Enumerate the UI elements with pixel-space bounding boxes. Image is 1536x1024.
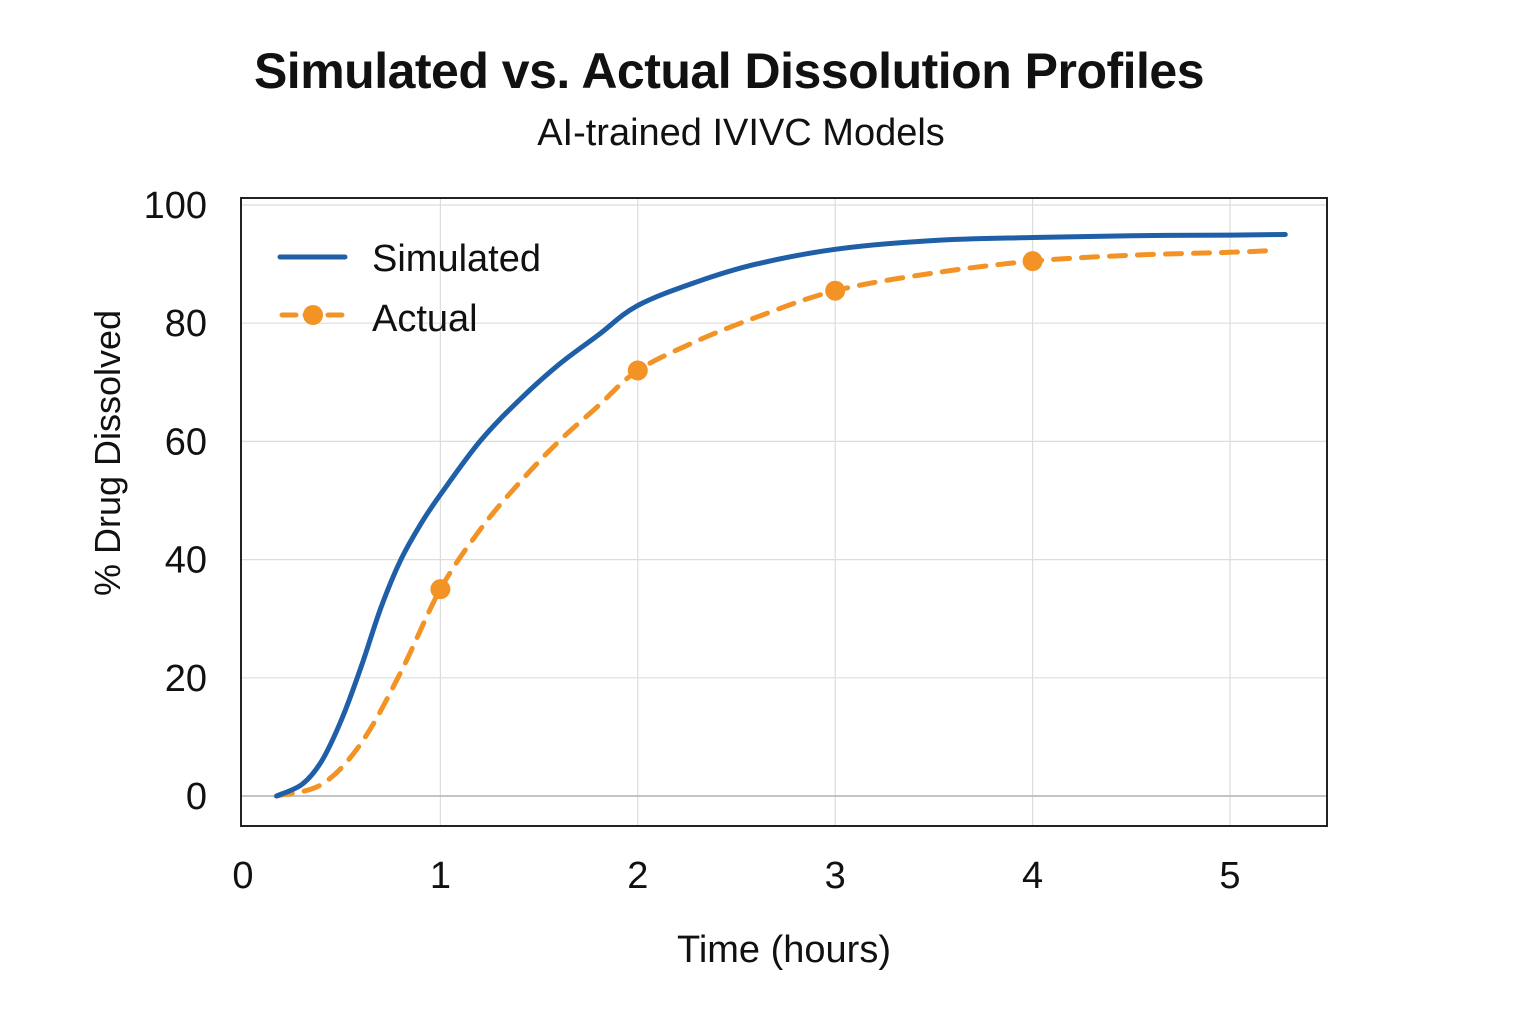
y-tick-label: 0 — [186, 776, 207, 818]
x-tick-label: 5 — [1219, 855, 1240, 897]
series-layer — [274, 232, 1288, 799]
grid-lines — [241, 198, 1327, 826]
x-axis-label: Time (hours) — [677, 929, 891, 971]
x-tick-labels: 0 1 2 3 4 5 — [232, 855, 1240, 897]
x-tick-label: 0 — [232, 855, 253, 897]
y-tick-label: 80 — [165, 303, 207, 345]
y-tick-label: 20 — [165, 658, 207, 700]
plot-frame — [240, 197, 1328, 827]
y-tick-label: 100 — [144, 185, 207, 227]
x-tick-label: 2 — [627, 855, 648, 897]
data-point-actual — [430, 579, 451, 600]
data-point-actual — [825, 280, 846, 301]
legend-label-actual: Actual — [372, 298, 478, 340]
data-point-actual — [1022, 251, 1043, 272]
y-tick-label: 60 — [165, 421, 207, 463]
chart-subtitle: AI-trained IVIVC Models — [537, 112, 945, 154]
x-tick-label: 3 — [825, 855, 846, 897]
x-tick-label: 1 — [430, 855, 451, 897]
chart-title: Simulated vs. Actual Dissolution Profile… — [253, 43, 1205, 99]
legend: Simulated Actual — [277, 238, 541, 340]
series-line-simulated — [274, 232, 1288, 799]
x-tick-label: 4 — [1022, 855, 1043, 897]
y-tick-label: 40 — [165, 540, 207, 582]
legend-label-simulated: Simulated — [372, 238, 541, 280]
legend-marker-actual — [303, 305, 323, 325]
data-point-actual — [627, 360, 648, 381]
y-tick-labels: 0 20 40 60 80 100 — [144, 185, 207, 818]
y-axis-label: % Drug Dissolved — [87, 310, 128, 596]
